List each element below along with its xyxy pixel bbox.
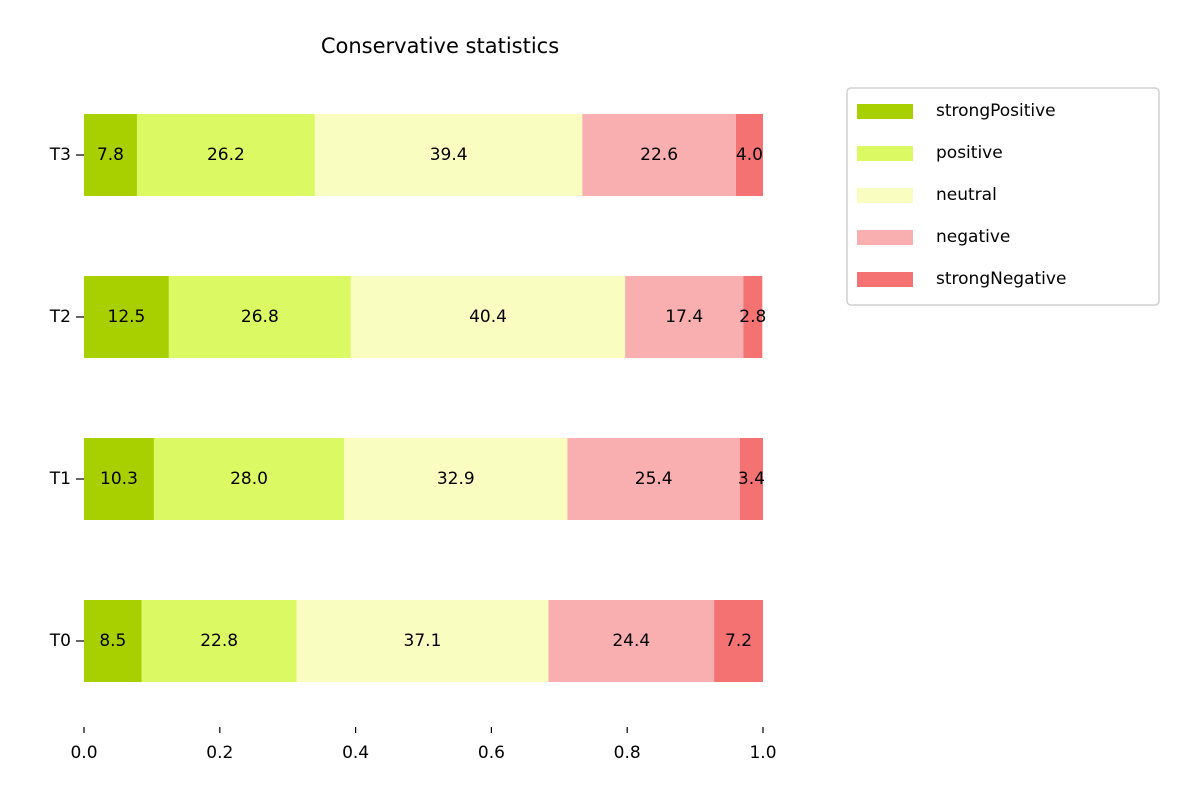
x-tick-label: 0.8 <box>614 743 641 763</box>
legend-swatch <box>857 104 913 119</box>
data-label: 24.4 <box>612 631 650 651</box>
data-label: 26.8 <box>241 307 279 327</box>
bar-segment <box>84 276 169 358</box>
legend-label: strongNegative <box>936 269 1066 289</box>
bar-segment <box>141 600 297 682</box>
data-label: 22.8 <box>200 631 238 651</box>
y-tick-label: T1 <box>49 469 71 489</box>
bar-segment <box>739 438 763 520</box>
data-label: 17.4 <box>665 307 703 327</box>
legend-swatch <box>857 230 913 245</box>
bar-segment <box>625 276 744 358</box>
bar-segment <box>344 438 568 520</box>
data-label: 10.3 <box>100 469 138 489</box>
legend-label: positive <box>936 143 1003 163</box>
bar-segment <box>350 276 626 358</box>
bar-segment <box>548 600 715 682</box>
data-label: 25.4 <box>635 469 673 489</box>
data-label: 32.9 <box>437 469 475 489</box>
legend-swatch <box>857 146 913 161</box>
bar-segment <box>84 600 142 682</box>
bar-segment <box>168 276 351 358</box>
bar-segment <box>743 276 763 358</box>
data-label: 7.2 <box>725 631 752 651</box>
legend-label: negative <box>936 227 1010 247</box>
bar-segment <box>567 438 740 520</box>
data-label: 4.0 <box>736 145 763 165</box>
data-label: 26.2 <box>207 145 245 165</box>
legend-label: strongPositive <box>936 101 1056 121</box>
data-label: 39.4 <box>430 145 468 165</box>
bar-segment <box>582 114 736 196</box>
bar-segment <box>153 438 345 520</box>
x-tick-label: 0.6 <box>478 743 505 763</box>
chart-title: Conservative statistics <box>321 34 559 58</box>
data-label: 3.4 <box>738 469 765 489</box>
data-label: 12.5 <box>108 307 146 327</box>
data-label: 40.4 <box>469 307 507 327</box>
y-tick-label: T0 <box>49 631 71 651</box>
bar-segment <box>296 600 549 682</box>
bar-segment <box>714 600 763 682</box>
data-label: 22.6 <box>640 145 678 165</box>
x-tick-label: 0.0 <box>70 743 97 763</box>
x-tick-label: 1.0 <box>749 743 776 763</box>
data-label: 28.0 <box>230 469 268 489</box>
bar-segment <box>84 438 154 520</box>
legend-swatch <box>857 188 913 203</box>
y-tick-label: T3 <box>49 145 71 165</box>
data-label: 2.8 <box>739 307 766 327</box>
legend-swatch <box>857 272 913 287</box>
bar-segment <box>735 114 763 196</box>
legend-label: neutral <box>936 185 997 205</box>
data-label: 8.5 <box>99 631 126 651</box>
bar-segment <box>314 114 583 196</box>
x-tick-label: 0.4 <box>342 743 369 763</box>
legend-box <box>846 87 1160 306</box>
y-tick-label: T2 <box>49 307 71 327</box>
bar-segment <box>136 114 315 196</box>
data-label: 37.1 <box>404 631 442 651</box>
x-tick-label: 0.2 <box>206 743 233 763</box>
data-label: 7.8 <box>97 145 124 165</box>
bar-segment <box>84 114 137 196</box>
